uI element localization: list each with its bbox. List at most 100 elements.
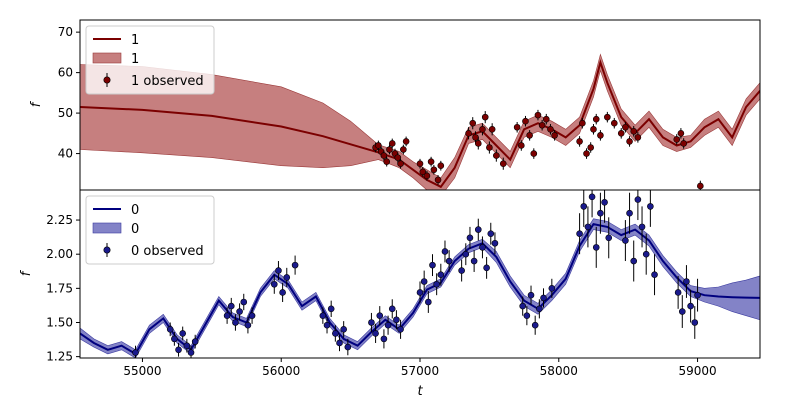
top-y-tick-label: 50 [58, 106, 73, 120]
top-observed-point [697, 182, 704, 190]
top-observed-point [394, 154, 402, 161]
bottom-observed-point [588, 193, 596, 201]
top-y-tick-label: 70 [58, 25, 73, 39]
top-observed-point [416, 160, 424, 167]
top-legend-band-swatch [92, 52, 122, 64]
bottom-observed-point [605, 234, 613, 242]
top-legend-band-label: 1 [131, 52, 139, 67]
top-observed-point [610, 119, 618, 127]
bottom-x-ticks: 55000 56000 57000 58000 59000 [123, 358, 717, 378]
bottom-y-tick-label: 1.75 [46, 281, 73, 295]
top-observed-point [592, 115, 600, 123]
top-observed-point [474, 140, 482, 147]
top-observed-point [526, 132, 533, 139]
bottom-observed-points [132, 190, 701, 358]
top-observed-points [372, 109, 704, 190]
bottom-x-axis-label: t [417, 384, 423, 399]
bottom-observed-point [642, 250, 650, 258]
bottom-y-ticks: 1.25 1.50 1.75 2.00 2.25 [46, 213, 80, 364]
bottom-observed-point [687, 302, 694, 310]
top-observed-point [383, 158, 390, 165]
bottom-observed-point [466, 234, 474, 242]
top-observed-point [499, 160, 507, 167]
bottom-observed-point [319, 312, 327, 319]
bottom-observed-point [651, 271, 658, 278]
bottom-observed-point [380, 335, 388, 343]
bottom-observed-point [622, 237, 629, 244]
bottom-observed-point [683, 278, 690, 285]
top-observed-point [479, 125, 486, 133]
bottom-observed-point [674, 289, 682, 296]
top-observed-point [604, 113, 611, 121]
bottom-x-tick-label: 58000 [540, 364, 578, 378]
top-y-tick-label: 40 [58, 147, 73, 161]
bottom-observed-point [626, 209, 633, 217]
bottom-uncertainty-band [80, 218, 760, 358]
bottom-legend-box [85, 195, 215, 265]
top-observed-point [576, 138, 583, 145]
bottom-observed-point [420, 278, 428, 285]
bottom-observed-point [291, 261, 299, 269]
bottom-x-tick-label: 56000 [262, 364, 300, 378]
bottom-observed-point [491, 239, 499, 247]
bottom-observed-point [227, 302, 235, 310]
bottom-observed-point [536, 305, 543, 313]
top-observed-point [380, 152, 388, 159]
top-observed-point [534, 111, 542, 119]
top-observed-point [547, 125, 554, 133]
bottom-observed-point [527, 291, 535, 299]
bottom-observed-point [223, 312, 231, 319]
bottom-observed-point [187, 349, 195, 356]
top-observed-point [437, 162, 445, 170]
bottom-observed-point [393, 316, 400, 324]
bottom-y-tick-label: 1.50 [46, 315, 73, 329]
bottom-y-tick-label: 2.00 [46, 247, 73, 261]
bottom-observed-point [479, 244, 486, 251]
bottom-y-axis-label: f [19, 269, 34, 276]
top-observed-point [630, 128, 638, 135]
bottom-observed-point [441, 248, 449, 255]
bottom-observed-point [270, 280, 278, 288]
bottom-observed-point [429, 261, 436, 269]
bottom-observed-point [483, 264, 490, 272]
bottom-observed-point [171, 335, 178, 343]
top-observed-point [427, 158, 435, 165]
bottom-observed-point [592, 244, 600, 251]
top-observed-point [680, 140, 687, 147]
bottom-observed-point [548, 285, 556, 292]
bottom-observed-point [458, 267, 465, 274]
bottom-observed-point [540, 294, 547, 302]
bottom-observed-point [425, 298, 432, 306]
bottom-observed-point [183, 342, 191, 350]
top-observed-point [465, 130, 472, 137]
bottom-observed-point [523, 312, 531, 319]
top-legend: 1 1 1 observed [85, 25, 215, 95]
bottom-observed-point [397, 326, 404, 333]
bottom-observed-point [368, 319, 375, 326]
bottom-observed-point [283, 274, 291, 281]
bottom-panel: 1.25 1.50 1.75 2.00 2.25 55000 56000 57000 5800… [19, 189, 761, 399]
top-observed-point [622, 123, 629, 131]
bottom-observed-point [580, 203, 588, 210]
top-observed-point [388, 140, 396, 147]
bottom-observed-point [531, 321, 539, 329]
top-legend-line-label: 1 [131, 33, 139, 48]
bottom-observed-point [630, 257, 638, 265]
top-observed-point [400, 146, 407, 153]
bottom-observed-point [175, 346, 182, 354]
bottom-y-tick-label: 1.25 [46, 350, 73, 364]
bottom-x-tick-label: 57000 [401, 364, 439, 378]
top-legend-observed-label: 1 observed [131, 74, 204, 89]
bottom-observed-point [691, 319, 699, 326]
top-observed-point [375, 142, 382, 149]
bottom-observed-point [445, 257, 453, 265]
bottom-observed-point [519, 302, 526, 310]
bottom-observed-point [336, 339, 343, 347]
top-observed-point [673, 136, 681, 143]
bottom-observed-point [638, 223, 646, 231]
bottom-observed-point [388, 305, 396, 313]
bottom-observed-point [384, 321, 392, 329]
bottom-observed-point [584, 223, 592, 231]
top-observed-point [488, 125, 496, 133]
top-observed-point [626, 138, 633, 145]
